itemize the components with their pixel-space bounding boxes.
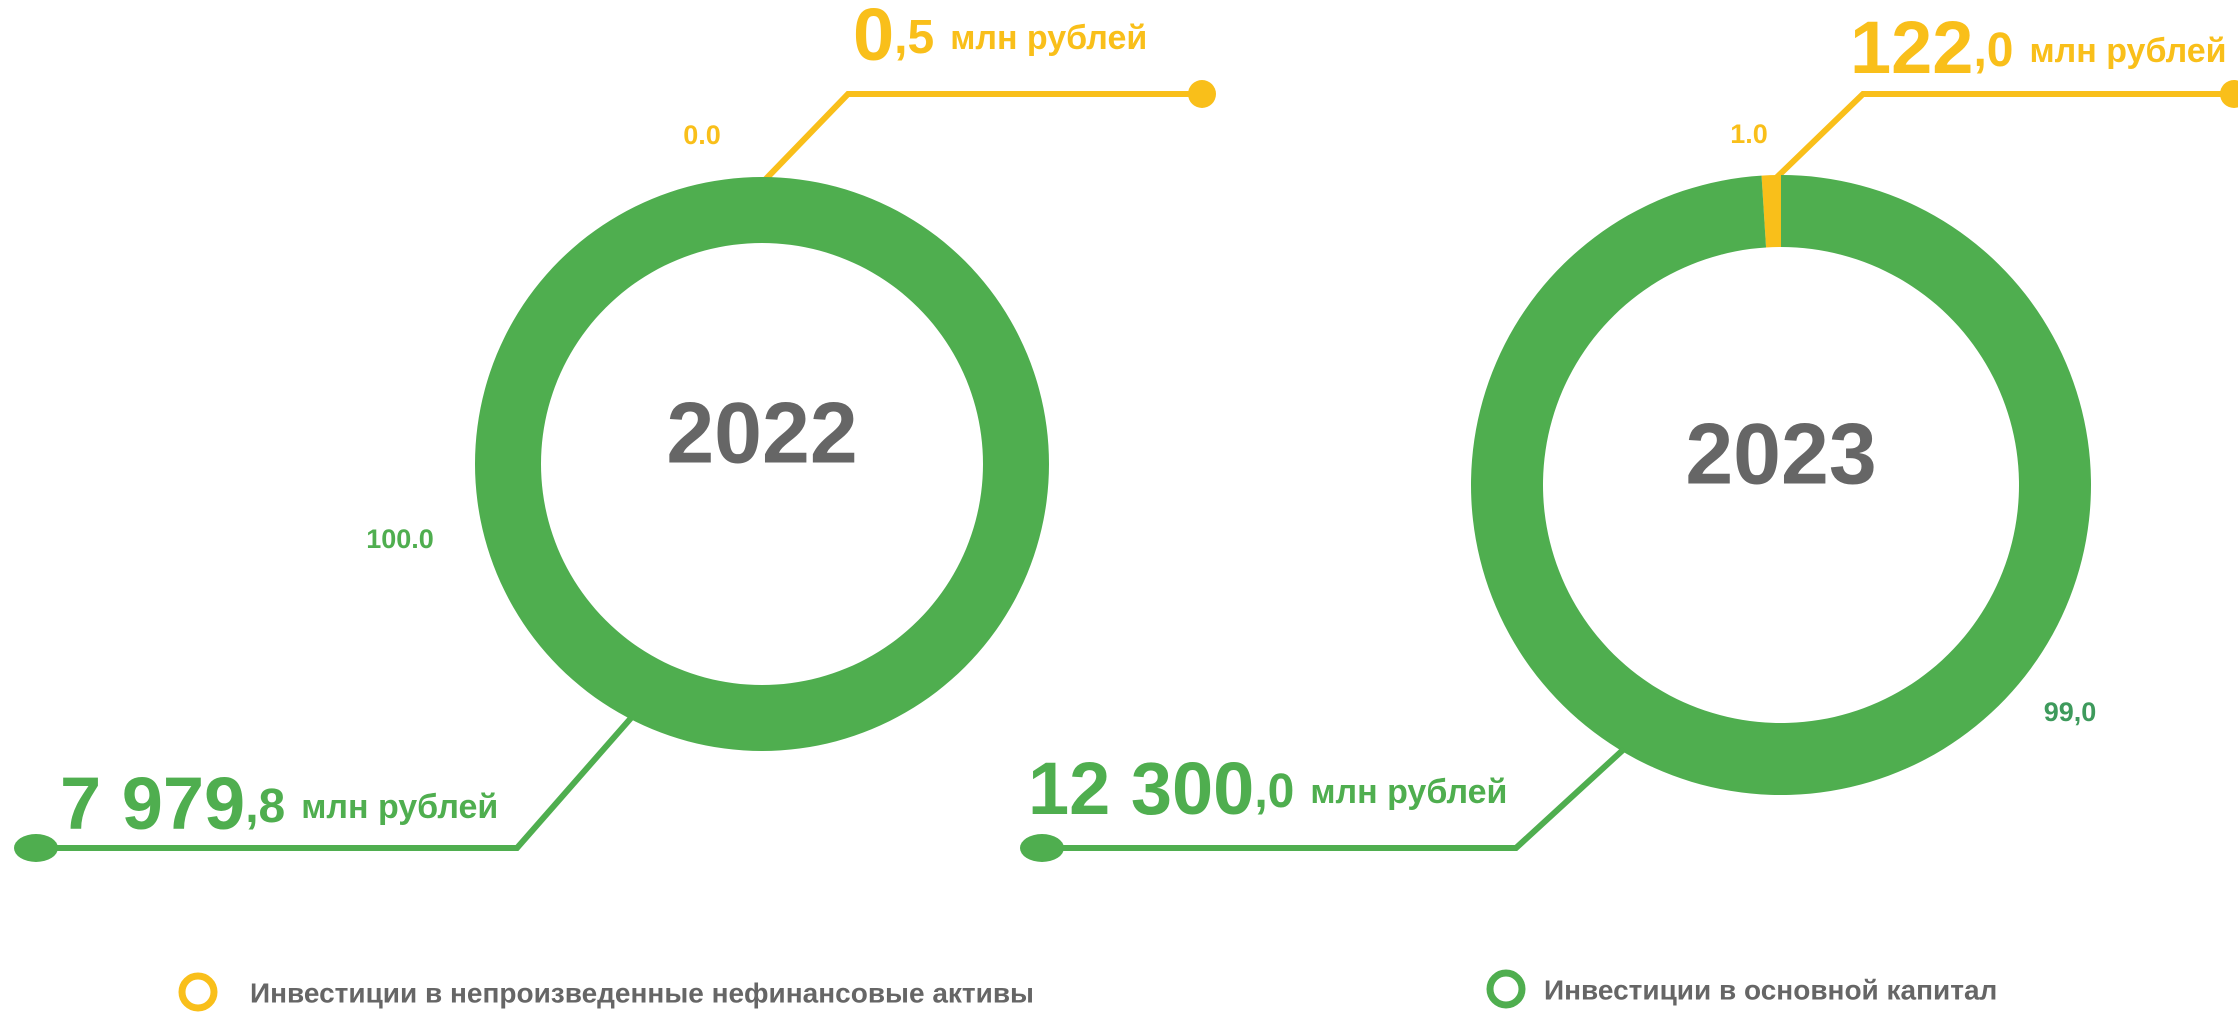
leader-line: [762, 94, 1202, 183]
leader-line: [1774, 94, 2234, 180]
amount-unit: млн рублей: [2030, 32, 2227, 70]
center-title: 2022: [666, 386, 857, 482]
amount-value: 7 979,8: [60, 762, 285, 845]
value-label: 1.0: [1730, 119, 1768, 149]
amount-value: 12 300,0: [1028, 747, 1294, 830]
amount-unit: млн рублей: [1310, 773, 1507, 811]
amount-label: 122,0 млн рублей: [1850, 6, 2227, 89]
amount-label: 12 300,0 млн рублей: [1028, 747, 1507, 830]
amount-value: 0,5: [853, 0, 934, 76]
leader-dot: [1188, 80, 1216, 108]
value-label: 100.0: [366, 524, 434, 554]
value-label: 99,0: [2044, 697, 2097, 727]
value-label: 0.0: [683, 120, 721, 150]
legend-swatch: [182, 976, 214, 1008]
leader-dot: [1020, 834, 1064, 862]
amount-value: 122,0: [1850, 6, 2014, 89]
center-title: 2023: [1685, 407, 1876, 503]
amount-unit: млн рублей: [301, 788, 498, 826]
page: 0.0 0,5 млн рублей 100.0 7 979,8 млн рублей 20…: [0, 0, 2238, 1013]
leader-dot: [14, 834, 58, 862]
legend-label: Инвестиции в основной капитал: [1544, 974, 1997, 1005]
amount-label: 0,5 млн рублей: [853, 0, 1147, 76]
legend-label: Инвестиции в непроизведенные нефинансовы…: [250, 977, 1034, 1008]
amount-unit: млн рублей: [950, 19, 1147, 57]
chart: 0.0 0,5 млн рублей 100.0 7 979,8 млн рублей 20…: [0, 0, 2238, 1013]
amount-label: 7 979,8 млн рублей: [60, 762, 498, 845]
legend-swatch: [1490, 973, 1522, 1005]
leader-dot: [2220, 80, 2238, 108]
